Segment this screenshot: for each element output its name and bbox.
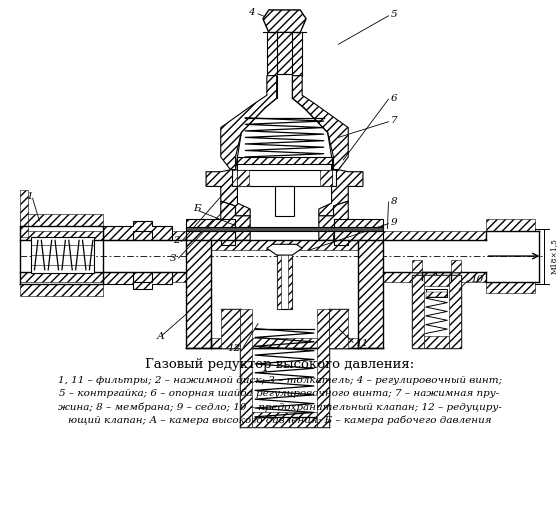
Text: 2: 2 [173,236,179,245]
Polygon shape [103,221,172,240]
Bar [20,190,27,237]
Text: жина; 8 – мембрана; 9 – седло; 10 – предохранительный клапан; 12 – редуциру-: жина; 8 – мембрана; 9 – седло; 10 – пред… [58,402,501,412]
Bar [277,250,292,309]
Bar [317,309,329,427]
Text: 8: 8 [390,196,397,206]
Bar [292,33,302,75]
Text: 7: 7 [390,116,397,125]
Bar [424,275,449,286]
Bar [252,412,317,427]
Bar [412,275,461,348]
Bar [240,309,252,427]
Text: 5: 5 [390,10,397,19]
Text: А: А [157,332,165,341]
Bar [486,282,534,293]
Polygon shape [334,231,382,245]
Text: 3: 3 [170,253,177,263]
Bar [424,337,449,348]
Text: 1, 11 – фильтры; 2 – нажимной диск; 3 – толкатель; 4 – регулировочный винт;: 1, 11 – фильтры; 2 – нажимной диск; 3 – … [58,376,501,385]
Bar [412,275,424,348]
Bar [211,339,358,348]
Text: M18×1,5: M18×1,5 [550,238,558,274]
Polygon shape [103,272,172,290]
Bar [31,237,94,272]
Polygon shape [267,245,302,255]
Bar [358,240,382,348]
Bar [20,284,103,296]
Bar [274,187,294,216]
Bar [20,272,187,282]
Bar [426,290,447,297]
Polygon shape [187,219,235,235]
Bar [382,272,486,282]
Bar [238,157,331,164]
Text: 4: 4 [248,8,255,18]
Polygon shape [334,219,382,235]
Bar [20,231,187,240]
Text: 1: 1 [27,192,34,201]
Text: ющий клапан; А – камера высокого давления; Б – камера рабочего давления: ющий клапан; А – камера высокого давлени… [68,415,491,425]
Polygon shape [206,157,250,216]
Bar [238,170,331,187]
Polygon shape [221,201,250,240]
Bar [412,260,422,272]
Bar [211,240,358,250]
Polygon shape [221,75,277,170]
Polygon shape [263,10,306,33]
Text: 10: 10 [470,275,483,284]
Bar [329,309,348,348]
Bar [486,219,534,231]
Text: 6: 6 [390,94,397,103]
Polygon shape [292,75,348,170]
Bar [451,260,461,272]
Polygon shape [319,157,363,216]
Bar [277,250,281,309]
Polygon shape [187,231,235,245]
Text: Газовый редуктор высокого давления:: Газовый редуктор высокого давления: [145,358,414,371]
Bar [267,33,277,75]
Polygon shape [235,75,334,170]
Text: 9: 9 [390,218,397,227]
Bar [320,170,331,187]
Text: Б: Б [193,205,201,214]
Text: 11: 11 [355,339,368,348]
Polygon shape [319,201,348,240]
Bar [221,309,240,348]
Bar [20,214,103,225]
Bar [187,226,382,231]
Bar [382,231,486,240]
Text: 5 – контргайка; 6 – опорная шайба регулировочного винта; 7 – нажимная пру-: 5 – контргайка; 6 – опорная шайба регули… [59,389,500,399]
Bar [238,170,249,187]
Bar [449,275,461,348]
Bar [187,240,211,348]
Bar [426,292,447,297]
Bar [288,250,292,309]
Text: 12: 12 [227,344,240,353]
Bar [277,33,292,74]
